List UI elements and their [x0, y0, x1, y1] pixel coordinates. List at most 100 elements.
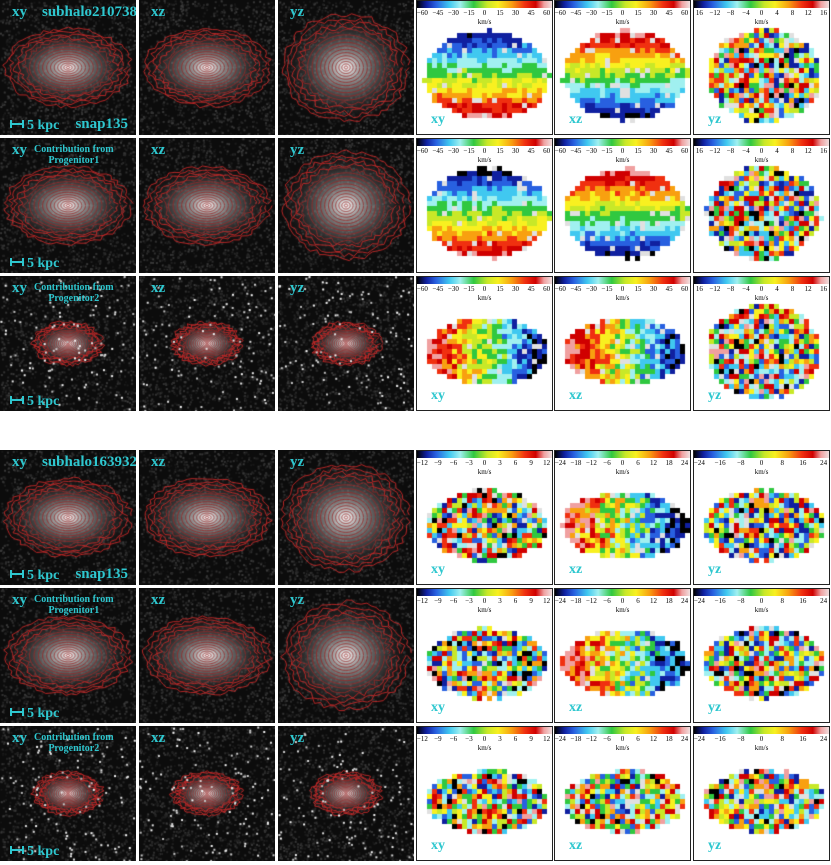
- colorbar-tick-label: 12: [650, 735, 658, 743]
- colorbar-tick-label: −24: [554, 735, 566, 743]
- velocity-panel: −12 −9 −6 −3 0 3 6 9 12 km/s xy: [416, 450, 553, 585]
- colorbar-unit: km/s: [477, 744, 492, 752]
- projection-label: yz: [290, 730, 305, 746]
- colorbar-tick-label: 0: [759, 597, 764, 605]
- velocity-projection-label: yz: [708, 562, 722, 577]
- colorbar-tick-label: 0: [482, 459, 487, 467]
- colorbar-unit: km/s: [754, 18, 769, 26]
- density-panel: xy Contribution from Progenitor2 5 kpc: [0, 276, 136, 411]
- colorbar-tick-label: −15: [601, 147, 613, 155]
- velocity-panel: −24 −16 −8 0 8 16 24 km/s yz: [693, 450, 830, 585]
- density-panel: xz: [139, 276, 275, 411]
- colorbar-tick-label: −3: [465, 459, 473, 467]
- colorbar-tick-label: −16: [714, 459, 726, 467]
- colorbar-tick-label: 16: [695, 147, 703, 155]
- density-map: [0, 276, 136, 411]
- colorbar-tick-label: 0: [759, 147, 764, 155]
- colorbar-tick-label: 45: [527, 285, 535, 293]
- colorbar-tick-label: −45: [432, 9, 444, 17]
- projection-label: yz: [290, 592, 305, 608]
- colorbar-tick-label: 3: [498, 597, 502, 605]
- colorbar-tick-label: −15: [601, 9, 613, 17]
- colorbar-tick-label: 12: [650, 597, 658, 605]
- scale-bar: [10, 846, 24, 854]
- colorbar-tick-label: −60: [554, 9, 566, 17]
- velocity-panel: 16 −12 −8 −4 0 4 8 12 16 km/s yz: [693, 0, 830, 135]
- scale-bar: [10, 120, 24, 128]
- colorbar-tick-label: −15: [601, 285, 613, 293]
- scale-bar: [10, 570, 24, 578]
- projection-label: xz: [151, 454, 166, 470]
- velocity-panel: −60 −45 −30 −15 0 15 30 45 60 km/s xz: [554, 276, 691, 411]
- colorbar-tick-label: 15: [496, 147, 504, 155]
- density-panel: xz: [139, 726, 275, 861]
- colorbar-unit: km/s: [477, 18, 492, 26]
- colorbar: [417, 727, 552, 734]
- colorbar: [555, 139, 690, 146]
- density-map: [139, 0, 275, 135]
- projection-label: xz: [151, 142, 166, 158]
- velocity-panel: −60 −45 −30 −15 0 15 30 45 60 km/s: [416, 138, 553, 273]
- colorbar-tick-label: 0: [482, 9, 487, 17]
- colorbar-tick-label: −8: [726, 147, 735, 155]
- colorbar-ticks: −12 −9 −6 −3 0 3 6 9 12: [417, 597, 552, 606]
- colorbar-ticks: 16 −12 −8 −4 0 4 8 12 16: [694, 9, 829, 18]
- colorbar-tick-label: 45: [665, 9, 673, 17]
- velocity-panel: −24 −18 −12 −6 0 6 12 18 24 km/s xz: [554, 450, 691, 585]
- colorbar-tick-label: 4: [775, 9, 779, 17]
- density-map: [0, 0, 136, 135]
- colorbar-tick-label: 0: [620, 597, 625, 605]
- colorbar: [417, 277, 552, 284]
- colorbar-tick-label: 24: [681, 459, 689, 467]
- colorbar-tick-label: 16: [695, 9, 703, 17]
- colorbar-tick-label: −18: [570, 459, 582, 467]
- colorbar-tick-label: 0: [482, 147, 487, 155]
- colorbar-unit: km/s: [615, 18, 630, 26]
- projection-label: xz: [151, 280, 166, 296]
- density-panel: yz: [278, 588, 414, 723]
- colorbar-tick-label: 6: [636, 597, 640, 605]
- colorbar-tick-label: 9: [529, 597, 533, 605]
- colorbar-tick-label: −4: [742, 147, 750, 155]
- contribution-label: Contribution from Progenitor1: [34, 594, 114, 616]
- colorbar-tick-label: −8: [726, 9, 735, 17]
- colorbar-tick-label: 0: [482, 597, 487, 605]
- density-panel: xy Contribution from Progenitor2 5 kpc: [0, 726, 136, 861]
- colorbar-tick-label: 8: [790, 9, 795, 17]
- colorbar: [417, 589, 552, 596]
- colorbar-tick-label: 45: [527, 9, 535, 17]
- velocity-map: [694, 611, 829, 722]
- colorbar-ticks: −12 −9 −6 −3 0 3 6 9 12: [417, 735, 552, 744]
- density-map: [0, 450, 136, 585]
- colorbar-tick-label: −3: [465, 597, 473, 605]
- colorbar-tick-label: 9: [529, 459, 533, 467]
- colorbar-tick-label: −30: [447, 147, 459, 155]
- colorbar-tick-label: 8: [780, 735, 784, 743]
- colorbar-tick-label: 12: [804, 285, 812, 293]
- colorbar-tick-label: −24: [693, 459, 705, 467]
- colorbar-tick-label: −45: [432, 147, 444, 155]
- velocity-projection-label: xy: [431, 388, 445, 403]
- colorbar-tick-label: 0: [482, 285, 487, 293]
- colorbar-tick-label: −8: [726, 285, 735, 293]
- colorbar: [555, 451, 690, 458]
- colorbar-tick-label: −18: [570, 735, 582, 743]
- colorbar-ticks: −24 −16 −8 0 8 16 24: [694, 459, 829, 468]
- colorbar-tick-label: −15: [463, 285, 475, 293]
- colorbar-tick-label: 18: [665, 735, 673, 743]
- scale-bar: [10, 258, 24, 266]
- colorbar-tick-label: −12: [585, 597, 597, 605]
- colorbar-tick-label: −45: [570, 285, 582, 293]
- density-map: [0, 138, 136, 273]
- colorbar-tick-label: −15: [463, 147, 475, 155]
- density-map: [278, 276, 414, 411]
- colorbar-tick-label: 18: [665, 597, 673, 605]
- colorbar: [417, 1, 552, 8]
- velocity-projection-label: yz: [708, 700, 722, 715]
- colorbar-tick-label: −30: [447, 285, 459, 293]
- colorbar-tick-label: −4: [742, 285, 750, 293]
- colorbar-tick-label: 15: [634, 285, 642, 293]
- velocity-map: [417, 611, 552, 722]
- colorbar-tick-label: −12: [709, 9, 721, 17]
- density-panel: xz: [139, 138, 275, 273]
